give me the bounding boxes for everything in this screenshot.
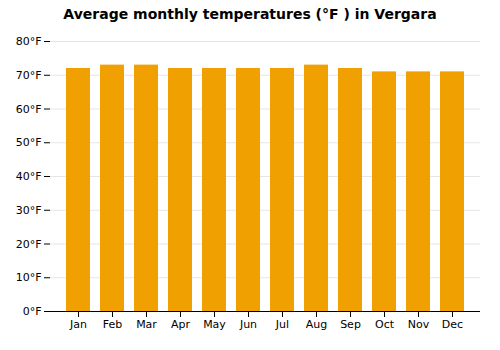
svg-text:30°F: 30°F: [16, 204, 42, 217]
svg-text:Nov: Nov: [408, 318, 430, 331]
svg-text:May: May: [203, 318, 226, 331]
svg-text:40°F: 40°F: [16, 170, 42, 183]
svg-text:20°F: 20°F: [16, 238, 42, 251]
svg-text:10°F: 10°F: [16, 271, 42, 284]
svg-text:Apr: Apr: [171, 318, 191, 331]
svg-text:60°F: 60°F: [16, 103, 42, 116]
svg-text:Dec: Dec: [442, 318, 463, 331]
html-text:Average monthly temperatures (: Average monthly temperatures (°F ) in Ve…: [63, 6, 437, 22]
svg-text:70°F: 70°F: [16, 69, 42, 82]
svg-text:Jun: Jun: [239, 318, 257, 331]
svg-text:Jan: Jan: [69, 318, 87, 331]
svg-text:50°F: 50°F: [16, 136, 42, 149]
svg-text:Oct: Oct: [375, 318, 395, 331]
svg-text:0°F: 0°F: [23, 305, 42, 318]
svg-text:80°F: 80°F: [16, 35, 42, 48]
svg-text:Sep: Sep: [340, 318, 361, 331]
svg-text:Aug: Aug: [306, 318, 327, 331]
svg-text:Mar: Mar: [136, 318, 157, 331]
svg-text:Feb: Feb: [103, 318, 122, 331]
svg-text:Jul: Jul: [275, 318, 289, 331]
